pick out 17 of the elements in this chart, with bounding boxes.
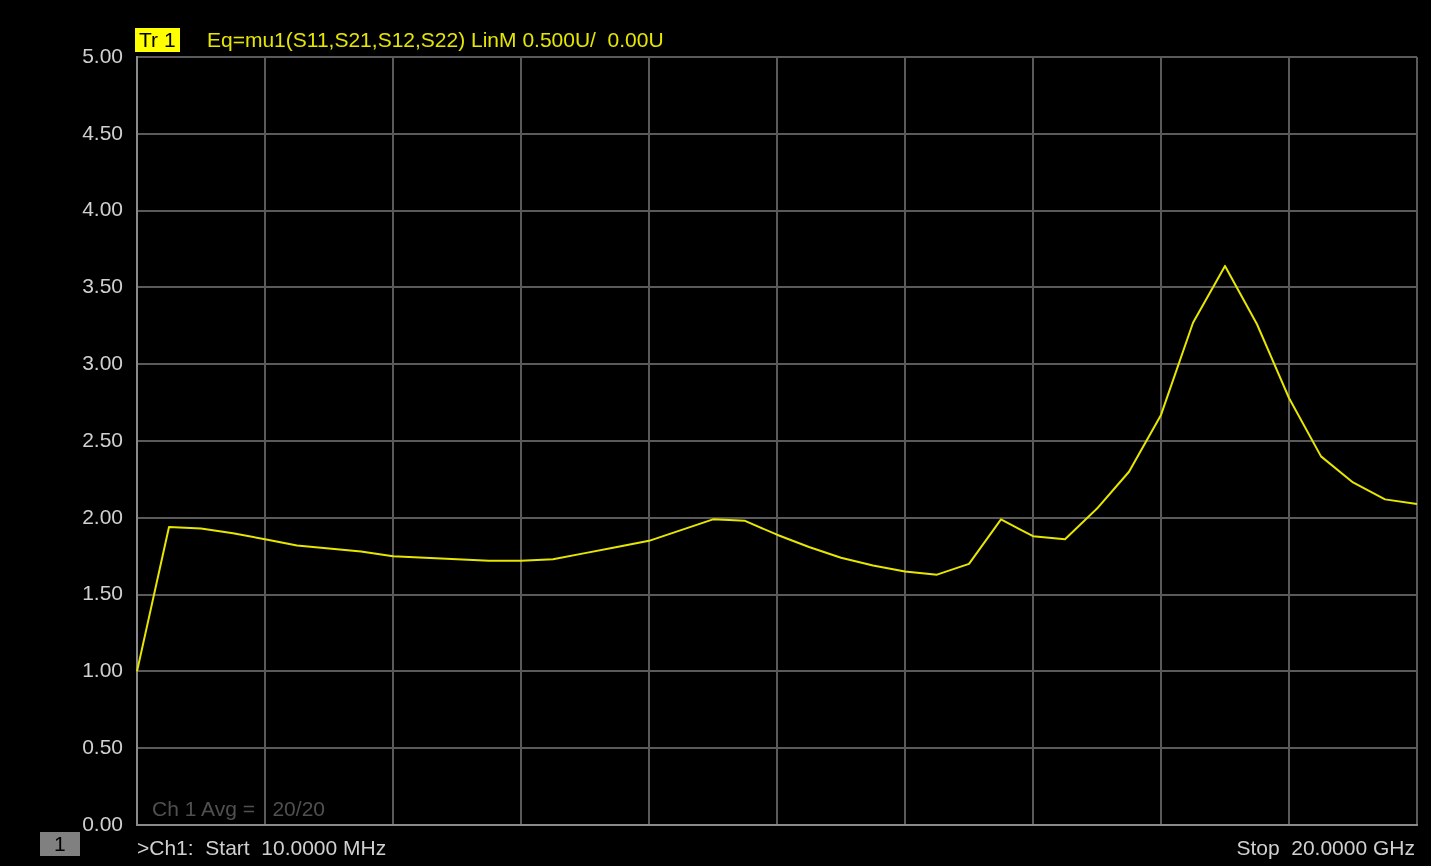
y-tick-label: 0.00: [82, 811, 123, 835]
y-tick-label: 4.00: [82, 197, 123, 221]
y-tick-label: 4.50: [82, 120, 123, 144]
y-tick-label: 5.00: [82, 43, 123, 67]
y-tick-label: 1.00: [82, 658, 123, 682]
y-tick-label: 3.50: [82, 274, 123, 298]
text: 1: [40, 832, 80, 856]
annotation: Ch 1 Avg = 20/20: [152, 797, 325, 821]
y-tick-label: 3.00: [82, 351, 123, 374]
y-tick-label: 1.50: [82, 581, 123, 605]
y-tick-label: 2.00: [82, 504, 123, 528]
y-tick-label: 2.50: [82, 427, 123, 451]
y-tick-label: 0.50: [82, 735, 123, 758]
text: >Ch1: Start 10.0000 MHz: [137, 836, 387, 860]
chart-title: Eq=mu1(S11,S21,S12,S22) LinM 0.500U/ 0.00U: [207, 28, 664, 52]
text: Stop 20.0000 GHz: [1236, 836, 1415, 860]
text: Tr 1: [135, 28, 180, 52]
